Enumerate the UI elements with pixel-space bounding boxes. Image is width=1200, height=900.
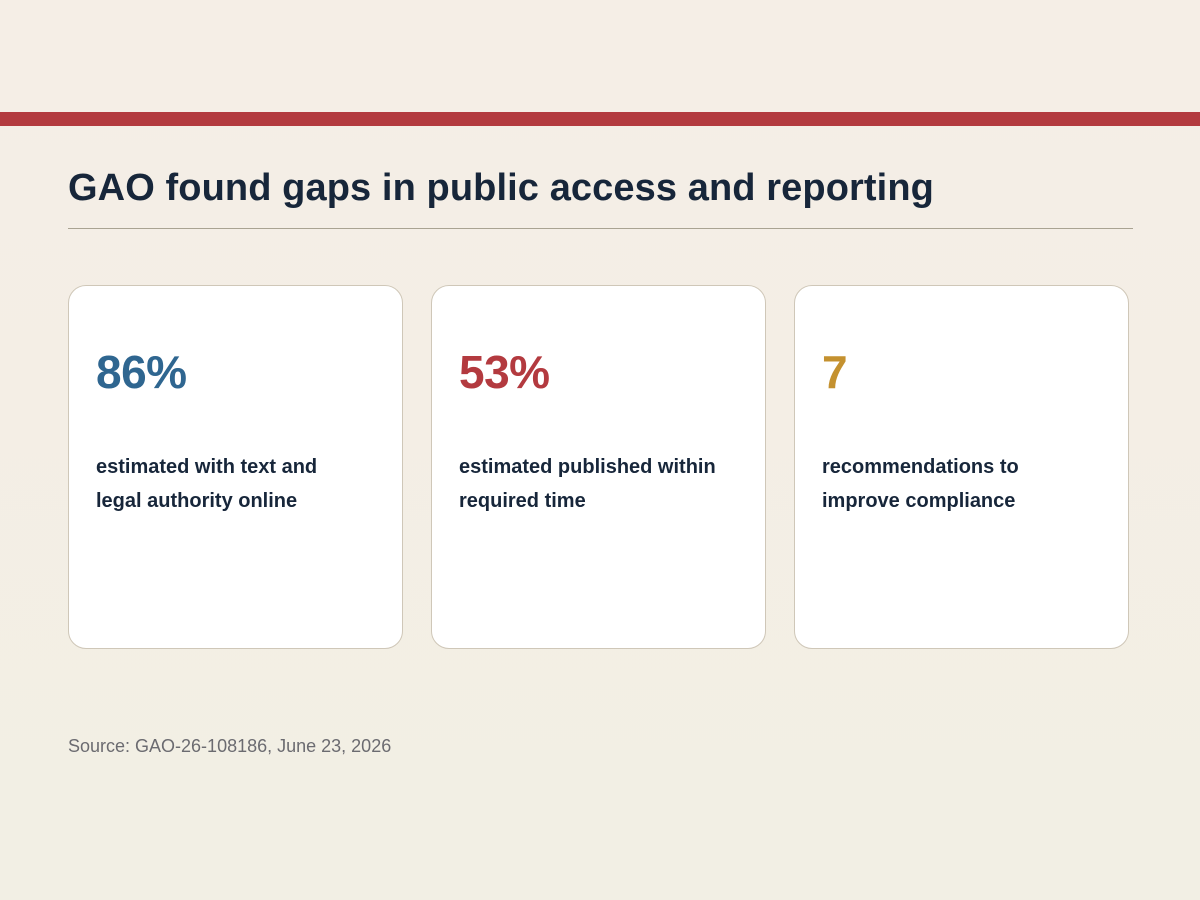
stat-value: 86% — [96, 346, 187, 398]
stat-label: recommendations to improve compliance — [822, 456, 1019, 512]
source-note: Source: GAO-26-108186, June 23, 2026 — [68, 736, 392, 756]
stat-value: 53% — [459, 346, 550, 398]
stat-card-public-access: 86% estimated with text and legal author… — [68, 285, 403, 649]
stat-value: 7 — [822, 346, 848, 398]
stat-card-recommendations: 7 recommendations to improve compliance — [794, 285, 1129, 649]
stat-card-published-on-time: 53% estimated published within required … — [431, 285, 766, 649]
accent-bar — [0, 112, 1200, 126]
page-title: GAO found gaps in public access and repo… — [68, 167, 934, 209]
stat-cards: 86% estimated with text and legal author… — [68, 285, 1133, 652]
title-divider — [68, 228, 1133, 229]
top-band — [0, 0, 1200, 112]
stat-label: estimated published within required time — [459, 456, 716, 512]
stat-label: estimated with text and legal authority … — [96, 456, 318, 512]
